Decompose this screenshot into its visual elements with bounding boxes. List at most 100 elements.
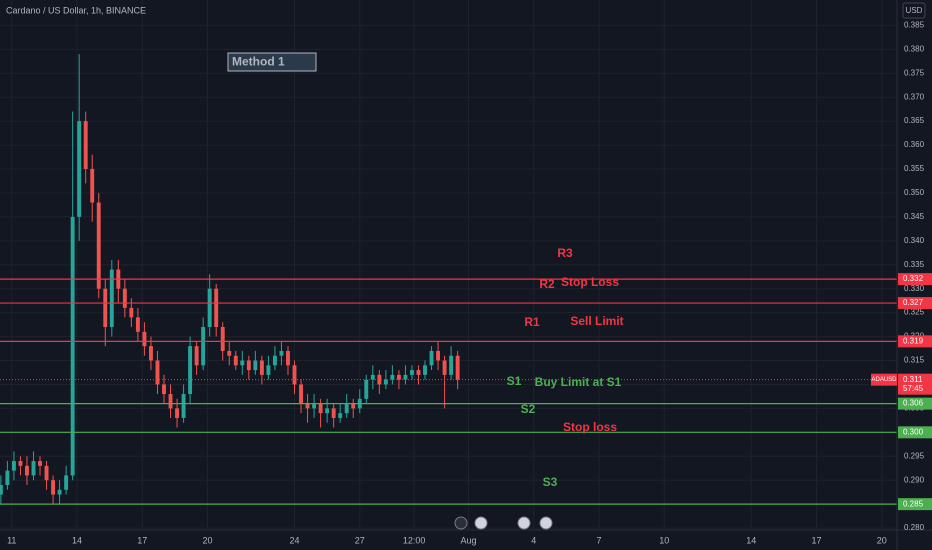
x-tick-label: 10 <box>659 535 669 545</box>
candle-body <box>390 374 395 380</box>
candle-body <box>64 475 69 490</box>
candle-body <box>129 307 134 318</box>
y-tick-label: 0.340 <box>904 236 925 245</box>
y-tick-label: 0.365 <box>904 116 925 125</box>
level-price-box <box>898 426 932 439</box>
y-tick-label: 0.290 <box>904 475 925 484</box>
candle-body <box>266 365 271 375</box>
candle-body <box>188 346 193 395</box>
candle-body <box>233 355 238 366</box>
candle-body <box>325 408 330 414</box>
candle-body <box>18 461 23 466</box>
y-tick-label: 0.335 <box>904 260 925 269</box>
method-box <box>227 52 317 72</box>
candle-body <box>383 379 388 385</box>
y-tick-label: 0.360 <box>904 140 925 149</box>
y-tick-label: 0.375 <box>904 68 925 77</box>
x-tick-label: 27 <box>355 535 365 545</box>
x-tick-label: Aug <box>461 535 477 545</box>
candle-body <box>168 394 173 409</box>
candle-body <box>155 360 160 385</box>
annotation: S2 <box>521 402 536 416</box>
last-price-label: 0.311 <box>903 375 923 384</box>
grid-layer <box>0 0 897 530</box>
candle-body <box>207 288 212 328</box>
candle-body <box>103 288 108 328</box>
y-tick-label: 0.350 <box>904 188 925 197</box>
candle-body <box>286 350 290 366</box>
x-tick-label: 17 <box>137 535 147 545</box>
y-tick-label: 0.380 <box>904 44 925 53</box>
candle-body <box>83 121 88 170</box>
candle-body <box>31 461 36 476</box>
x-tick-label: 12:00 <box>403 535 426 545</box>
annotation: R3 <box>557 246 573 260</box>
y-tick-label: 0.330 <box>904 284 925 293</box>
candle-body <box>403 374 408 380</box>
candle-body <box>51 480 56 495</box>
candle-body <box>11 461 16 471</box>
candle-body <box>90 169 95 203</box>
level-price-label: 0.332 <box>903 274 924 283</box>
main-layer <box>0 54 897 505</box>
y-tick-label: 0.295 <box>904 451 925 460</box>
level-price-box <box>898 498 932 511</box>
candle-body <box>423 365 427 375</box>
candle-body <box>148 346 153 361</box>
currency-box[interactable] <box>902 2 926 19</box>
candle-body <box>220 327 225 351</box>
candle-body <box>305 403 310 409</box>
candle-body <box>338 413 343 418</box>
candle-body <box>96 202 101 289</box>
candle-body <box>436 350 441 361</box>
candle-body <box>57 489 62 495</box>
candle-body <box>351 403 356 409</box>
x-tick-label: 20 <box>202 535 212 545</box>
level-price-box <box>898 297 932 310</box>
candle-body <box>44 465 49 481</box>
candle-body <box>246 360 251 371</box>
candle-body <box>442 360 447 375</box>
candle-body <box>194 346 199 366</box>
candle-body <box>175 408 180 418</box>
level-price-label: 0.319 <box>903 336 924 345</box>
event-icon[interactable] <box>454 516 468 530</box>
annotation: S3 <box>543 475 558 489</box>
candle-body <box>429 350 434 366</box>
candle-body <box>331 408 336 418</box>
candle-body <box>272 355 277 366</box>
candle-body <box>259 360 264 375</box>
annotation: Stop Loss <box>561 275 619 289</box>
candle-body <box>364 379 369 399</box>
candle-body <box>318 403 323 414</box>
candle-body <box>299 384 303 404</box>
candle-body <box>0 484 3 495</box>
y-tick-label: 0.315 <box>904 356 925 365</box>
x-tick-label: 4 <box>531 535 536 545</box>
candle-body <box>377 374 382 385</box>
x-tick-label: 14 <box>72 535 82 545</box>
symbol-label: ADAUSD <box>871 377 897 383</box>
candle-body <box>370 374 375 380</box>
event-icon[interactable] <box>517 516 531 530</box>
candle-body <box>5 470 10 485</box>
annotation: S1 <box>507 374 522 388</box>
event-icons <box>454 516 553 530</box>
candle-body <box>77 121 82 217</box>
candle-body <box>142 331 147 347</box>
candle-body <box>344 403 349 414</box>
x-tick-label: 24 <box>289 535 299 545</box>
candle-body <box>312 403 317 409</box>
y-tick-label: 0.325 <box>904 308 925 317</box>
candle-body <box>279 350 284 356</box>
event-icon[interactable] <box>474 516 488 530</box>
candle-body <box>416 370 421 375</box>
currency-label: USD <box>906 6 923 15</box>
candle-body <box>292 365 297 385</box>
level-price-label: 0.306 <box>903 399 924 408</box>
method-label: Method 1 <box>232 55 285 69</box>
event-icon[interactable] <box>539 516 553 530</box>
annotation: Sell Limit <box>570 314 623 328</box>
